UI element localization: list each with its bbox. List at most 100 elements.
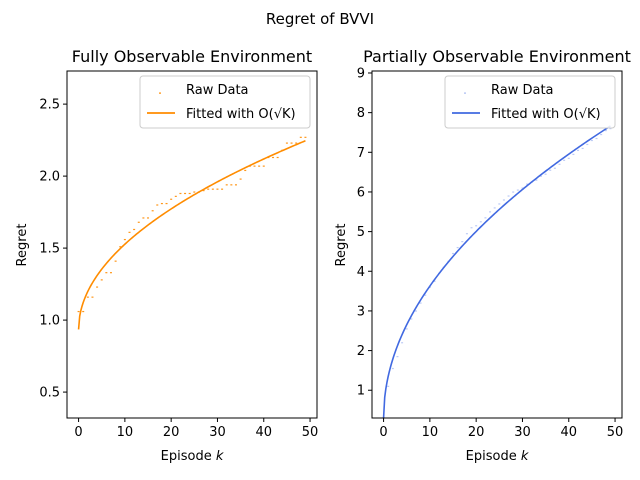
- raw-data-point: [179, 192, 182, 195]
- raw-data-point: [484, 217, 487, 219]
- raw-data-point: [276, 156, 279, 159]
- raw-data-point: [234, 184, 237, 186]
- x-axis-label: Episode k: [161, 449, 224, 464]
- x-tick-label: 40: [560, 425, 577, 440]
- raw-data-point: [114, 260, 117, 262]
- raw-data-point: [160, 202, 163, 205]
- raw-data-point: [558, 163, 561, 165]
- raw-data-point: [414, 310, 417, 312]
- raw-data-point: [82, 310, 85, 313]
- raw-data-point: [96, 286, 99, 288]
- raw-data-point: [502, 199, 505, 201]
- chart-title: Fully Observable Environment: [72, 47, 312, 66]
- chart-title: Partially Observable Environment: [363, 47, 631, 66]
- raw-data-point: [489, 211, 492, 213]
- raw-data-point: [586, 143, 589, 146]
- panel-fully-observable: Fully Observable Environment 0 10 20 30 40 50…: [15, 47, 318, 464]
- y-axis-label: Regret: [15, 224, 30, 267]
- raw-data-point: [290, 142, 293, 144]
- x-axis-label-var: k: [521, 449, 529, 464]
- raw-data-point: [137, 221, 140, 223]
- x-tick-label: 50: [302, 425, 319, 440]
- x-tick-label: 40: [255, 425, 272, 440]
- raw-data-point: [577, 149, 580, 152]
- raw-data-point: [174, 195, 177, 197]
- raw-data-point: [128, 231, 131, 233]
- raw-data-point: [391, 367, 394, 370]
- x-tick-label: 0: [74, 425, 82, 440]
- x-tick-label: 50: [607, 425, 624, 440]
- raw-data-point: [216, 188, 219, 190]
- x-tick-label: 20: [163, 425, 180, 440]
- raw-data-point: [581, 147, 584, 150]
- raw-data-point: [304, 136, 307, 138]
- x-tick-label: 0: [379, 425, 387, 440]
- y-tick-label: 1.0: [39, 314, 60, 329]
- raw-data-point: [465, 233, 468, 235]
- y-tick-label: 4: [357, 265, 365, 280]
- figure-suptitle: Regret of BVVI: [266, 10, 374, 28]
- legend-marker-raw: [159, 92, 161, 94]
- raw-data-point: [91, 296, 94, 298]
- y-axis-label: Regret: [334, 224, 349, 267]
- raw-data-point: [142, 217, 145, 219]
- raw-data-point: [604, 129, 607, 132]
- raw-data-point: [544, 173, 547, 175]
- raw-data-point: [221, 188, 224, 190]
- y-tick-label: 9: [357, 66, 365, 81]
- raw-data-point: [456, 246, 459, 249]
- y-tick-label: 8: [357, 106, 365, 121]
- raw-data-point: [600, 133, 603, 136]
- raw-data-point: [77, 310, 80, 313]
- y-tick-label: 5: [357, 225, 365, 240]
- raw-data-point: [433, 280, 436, 282]
- raw-data-point: [285, 142, 288, 144]
- raw-data-point: [549, 169, 552, 171]
- raw-data-point: [225, 184, 228, 186]
- ticks: 0 10 20 30 40 50 0.5 1.0 1.5 2.0 2.5: [39, 98, 318, 440]
- y-tick-label: 3: [357, 304, 365, 319]
- legend-label-fit: Fitted with O(√K): [491, 107, 601, 122]
- raw-data-point: [188, 192, 191, 195]
- y-tick-label: 2.5: [39, 98, 60, 113]
- raw-data-point: [239, 178, 242, 180]
- raw-data-point: [498, 203, 501, 205]
- x-tick-label: 20: [468, 425, 485, 440]
- raw-data-point: [512, 191, 515, 193]
- raw-data-point: [387, 385, 390, 387]
- raw-data-point: [396, 356, 399, 358]
- y-tick-label: 2: [357, 344, 365, 359]
- raw-data-point: [516, 189, 519, 191]
- raw-data-point: [405, 328, 408, 330]
- legend: Raw Data Fitted with O(√K): [139, 75, 311, 129]
- raw-data-point: [419, 302, 422, 304]
- raw-data-point: [609, 128, 612, 130]
- y-tick-label: 1.5: [39, 242, 60, 257]
- axes-frame: [371, 70, 623, 419]
- plot-area: [382, 125, 612, 418]
- y-tick-label: 7: [357, 146, 365, 161]
- raw-data-point: [299, 136, 302, 138]
- y-tick-label: 6: [357, 185, 365, 200]
- raw-data-point: [493, 207, 496, 209]
- panel-partially-observable: Partially Observable Environment 0 10 20 30…: [334, 47, 631, 464]
- raw-data-point: [567, 157, 570, 159]
- raw-data-point: [258, 165, 261, 167]
- raw-data-point: [470, 227, 473, 229]
- raw-data-point: [211, 188, 214, 190]
- raw-data-point: [253, 165, 256, 167]
- raw-data-point: [109, 272, 112, 274]
- x-tick-label: 30: [209, 425, 226, 440]
- raw-data-point: [262, 165, 265, 167]
- raw-data-point: [410, 318, 413, 320]
- legend-box: [444, 75, 616, 129]
- raw-data-point: [461, 241, 464, 243]
- raw-data-point: [100, 279, 103, 281]
- y-tick-label: 2.0: [39, 170, 60, 185]
- raw-data-point: [207, 188, 210, 190]
- fitted-curve: [382, 125, 611, 418]
- raw-data-point: [572, 153, 575, 155]
- raw-data-point: [563, 159, 566, 161]
- x-tick-label: 10: [422, 425, 439, 440]
